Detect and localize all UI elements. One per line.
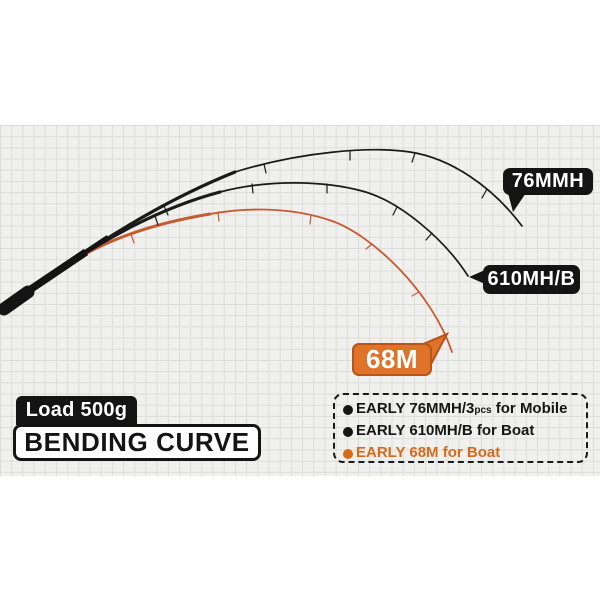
rod-label-68m-text: 68M (365, 344, 419, 374)
chart-title: BENDING CURVE (24, 427, 250, 457)
rod-label-76mmh: 76MMH (503, 168, 593, 195)
guide-tick-610mhb (251, 183, 254, 194)
load-badge: Load 500g (16, 396, 137, 425)
chart-title-box: BENDING CURVE (13, 424, 261, 461)
guide-tick-76mmh (411, 152, 416, 163)
guide-tick-68m (217, 211, 220, 222)
rod-label-68m: 68M (352, 343, 432, 376)
legend-bullet-icon (343, 427, 353, 437)
guide-tick-68m (411, 291, 420, 297)
guide-tick-68m (309, 214, 312, 225)
bubble-tail-rod76 (508, 193, 526, 212)
guide-tick-76mmh (481, 188, 488, 199)
legend-item-76mmh: EARLY 76MMH/3pcs for Mobile (343, 399, 582, 421)
curve-76mmh (61, 148, 523, 269)
legend-label-subscript: pcs (474, 405, 492, 416)
rod-label-76mmh-text: 76MMH (511, 170, 585, 192)
rod-label-610mhb: 610MH/B (483, 265, 580, 294)
legend-item-610mhb: EARLY 610MH/B for Boat (343, 421, 582, 443)
rod-handle-segment (0, 285, 35, 316)
guide-tick-610mhb (425, 232, 433, 241)
guide-tick-76mmh (263, 163, 267, 174)
legend-label-rest: for Mobile (491, 400, 568, 417)
guide-tick-610mhb (154, 215, 159, 226)
guide-tick-76mmh (163, 205, 169, 216)
guide-tick-68m (365, 243, 373, 250)
legend-bullet-icon (343, 405, 353, 415)
load-badge-text: Load 500g (25, 399, 128, 421)
legend-label: EARLY 68M for Boat (356, 444, 501, 461)
legend-label: EARLY 76MMH/3 (356, 400, 475, 417)
guide-tick-68m (130, 233, 135, 244)
legend-bullet-icon (343, 449, 353, 459)
legend-label: EARLY 610MH/B for Boat (356, 422, 535, 439)
legend-item-68m: EARLY 68M for Boat (343, 443, 582, 465)
rod-label-610mhb-text: 610MH/B (487, 268, 576, 290)
bubble-tail-rod610 (469, 270, 485, 284)
guide-tick-610mhb (392, 206, 398, 216)
legend-box: EARLY 76MMH/3pcs for Mobile EARLY 610MH/… (333, 393, 588, 463)
